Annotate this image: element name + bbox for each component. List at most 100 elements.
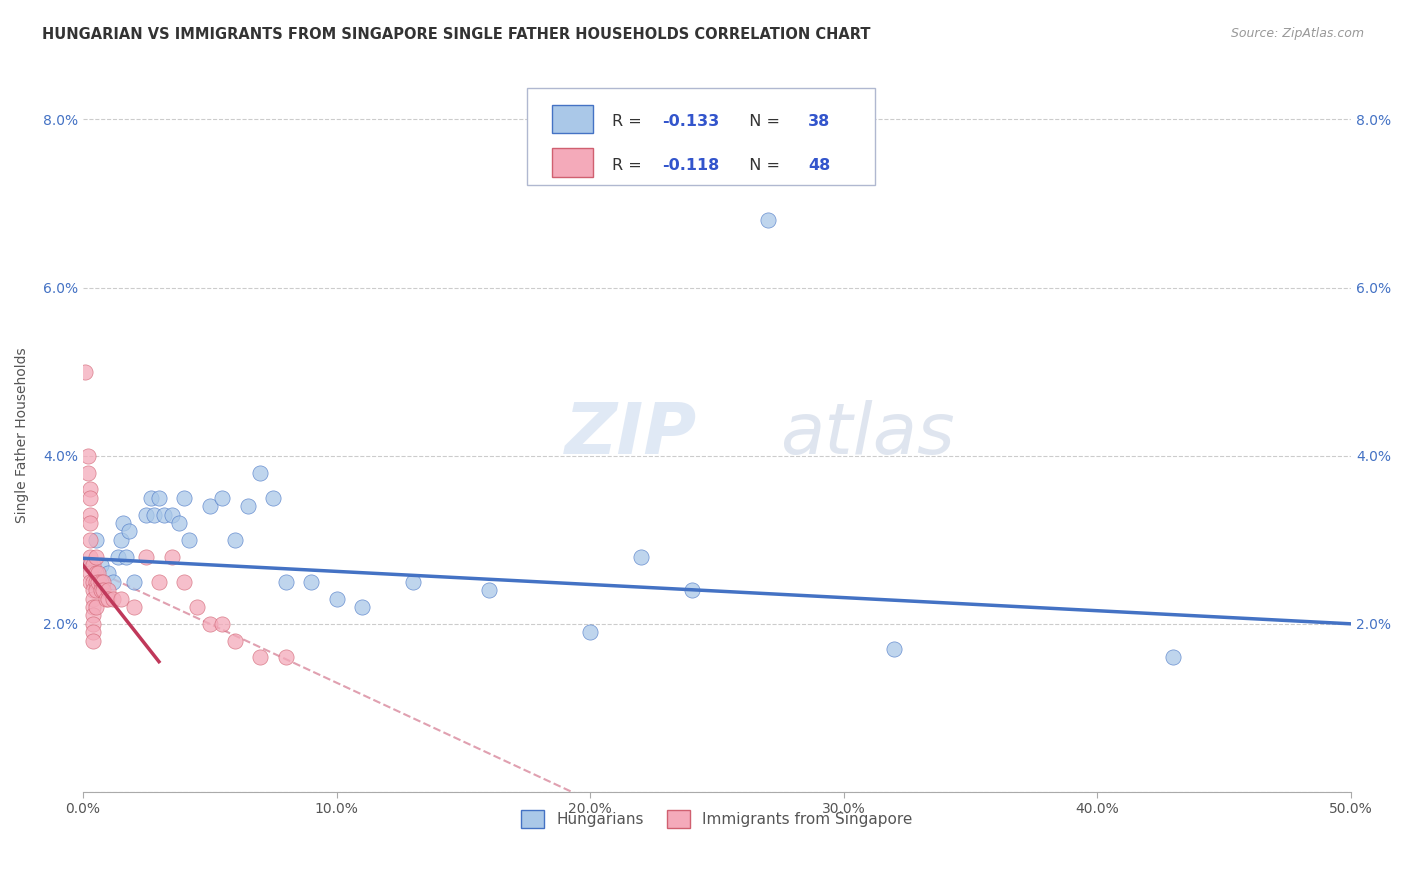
Point xyxy=(224,533,246,547)
Text: atlas: atlas xyxy=(780,401,955,469)
Point xyxy=(79,558,101,572)
Point xyxy=(122,574,145,589)
Text: 38: 38 xyxy=(808,114,831,129)
Point xyxy=(84,574,107,589)
Text: ZIP: ZIP xyxy=(565,401,697,469)
Point xyxy=(236,499,259,513)
Point xyxy=(1163,650,1185,665)
Point xyxy=(883,642,905,657)
Point xyxy=(249,650,271,665)
Text: 48: 48 xyxy=(808,158,831,173)
Point xyxy=(198,616,221,631)
Point xyxy=(82,616,104,631)
Point xyxy=(79,558,101,572)
Point xyxy=(91,583,114,598)
Text: R =: R = xyxy=(612,114,647,129)
Point xyxy=(110,591,132,606)
Point xyxy=(117,524,139,539)
Point xyxy=(681,583,703,598)
Point xyxy=(350,600,373,615)
Point xyxy=(75,365,97,379)
Text: HUNGARIAN VS IMMIGRANTS FROM SINGAPORE SINGLE FATHER HOUSEHOLDS CORRELATION CHAR: HUNGARIAN VS IMMIGRANTS FROM SINGAPORE S… xyxy=(42,27,870,42)
Point xyxy=(90,583,112,598)
Point xyxy=(153,508,176,522)
Point xyxy=(141,491,163,505)
Point xyxy=(97,591,120,606)
Point xyxy=(82,608,104,623)
Text: N =: N = xyxy=(738,158,785,173)
Point xyxy=(299,574,322,589)
FancyBboxPatch shape xyxy=(553,104,593,133)
Point xyxy=(94,591,117,606)
Text: -0.133: -0.133 xyxy=(662,114,720,129)
Point xyxy=(82,558,104,572)
Point xyxy=(82,633,104,648)
Point xyxy=(160,508,183,522)
Point xyxy=(211,616,233,631)
Point xyxy=(79,566,101,581)
Point xyxy=(115,549,138,564)
Point xyxy=(179,533,201,547)
Point xyxy=(103,574,125,589)
Point xyxy=(249,466,271,480)
Point xyxy=(84,583,107,598)
Point xyxy=(630,549,652,564)
Point xyxy=(84,600,107,615)
Point xyxy=(91,574,114,589)
Point xyxy=(97,566,120,581)
Point xyxy=(110,533,132,547)
Point xyxy=(82,625,104,640)
Point xyxy=(186,600,208,615)
Point xyxy=(84,549,107,564)
Point xyxy=(198,499,221,513)
Point xyxy=(167,516,190,530)
Point xyxy=(173,491,195,505)
Point xyxy=(211,491,233,505)
Point xyxy=(325,591,347,606)
Legend: Hungarians, Immigrants from Singapore: Hungarians, Immigrants from Singapore xyxy=(515,804,918,834)
Point xyxy=(82,583,104,598)
Point xyxy=(82,574,104,589)
Point xyxy=(87,574,110,589)
Point xyxy=(97,583,120,598)
Point xyxy=(173,574,195,589)
Point xyxy=(756,213,779,227)
Point xyxy=(135,508,157,522)
Point xyxy=(90,574,112,589)
Point xyxy=(262,491,284,505)
Text: Source: ZipAtlas.com: Source: ZipAtlas.com xyxy=(1230,27,1364,40)
Point xyxy=(79,508,101,522)
Point xyxy=(79,533,101,547)
Point xyxy=(148,574,170,589)
Point xyxy=(79,491,101,505)
Point xyxy=(90,558,112,572)
Text: R =: R = xyxy=(612,158,647,173)
Point xyxy=(274,650,297,665)
Point xyxy=(79,483,101,497)
FancyBboxPatch shape xyxy=(553,148,593,177)
Point xyxy=(87,566,110,581)
Point xyxy=(135,549,157,564)
Point xyxy=(478,583,501,598)
Point xyxy=(142,508,165,522)
Point xyxy=(84,566,107,581)
Point xyxy=(112,516,135,530)
Text: -0.118: -0.118 xyxy=(662,158,720,173)
FancyBboxPatch shape xyxy=(527,88,876,185)
Point xyxy=(122,600,145,615)
Point xyxy=(79,549,101,564)
Point xyxy=(224,633,246,648)
Point xyxy=(79,574,101,589)
Point xyxy=(77,449,100,463)
Point xyxy=(103,591,125,606)
Point xyxy=(84,533,107,547)
Point xyxy=(148,491,170,505)
Point xyxy=(160,549,183,564)
Y-axis label: Single Father Households: Single Father Households xyxy=(15,347,30,523)
Point xyxy=(79,516,101,530)
Point xyxy=(579,625,602,640)
Point xyxy=(82,600,104,615)
Text: N =: N = xyxy=(738,114,785,129)
Point xyxy=(107,549,129,564)
Point xyxy=(401,574,423,589)
